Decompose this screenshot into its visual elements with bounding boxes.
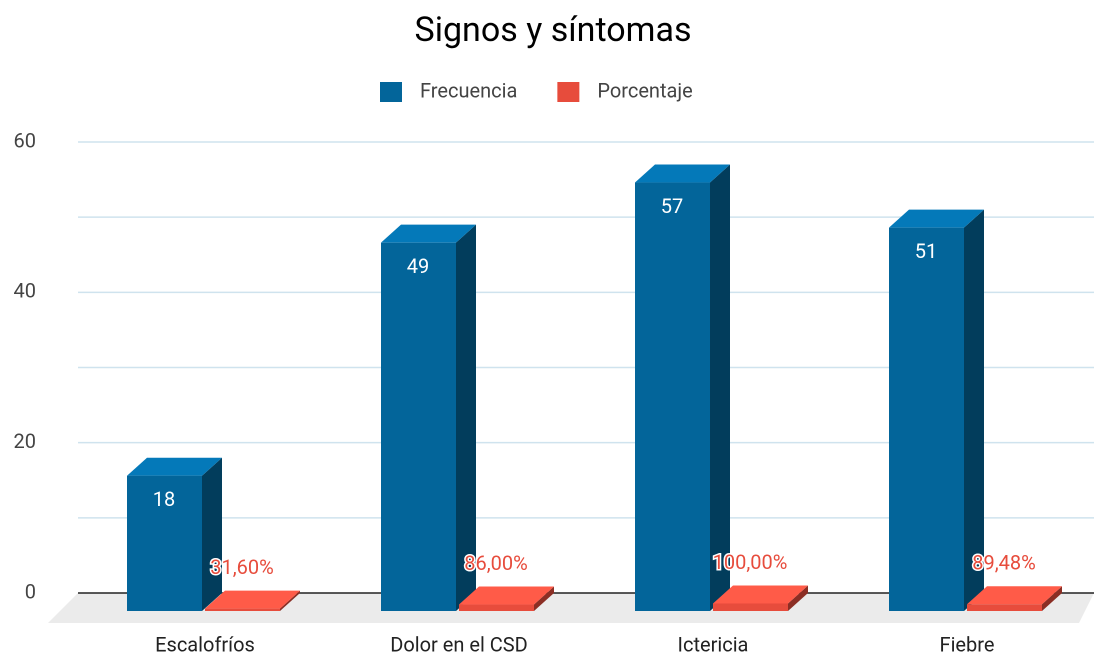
bar-top (713, 585, 808, 604)
chart-title: Signos y síntomas (415, 10, 692, 50)
bar-top (459, 586, 554, 605)
bar-front (713, 603, 788, 611)
bar-front (127, 475, 202, 611)
bar (205, 590, 300, 611)
legend-label: Porcentaje (597, 78, 692, 102)
bar-front (381, 242, 456, 611)
bar (127, 457, 222, 611)
data-label: 31,60% (210, 555, 274, 579)
bar (381, 224, 476, 611)
bar-top (967, 586, 1062, 605)
y-tick-label: 0 (25, 579, 36, 603)
floor (48, 593, 1094, 623)
bar-side (964, 209, 984, 611)
data-label: 100,00% (713, 550, 788, 574)
bar (713, 585, 808, 611)
bar-side (534, 586, 554, 611)
data-label: 57 (661, 194, 683, 218)
data-label: 18 (153, 487, 175, 511)
x-tick-label: Dolor en el CSD (390, 632, 528, 656)
legend-swatch (557, 82, 580, 102)
bar-top (381, 224, 476, 243)
bar-top (205, 590, 300, 609)
bar (889, 209, 984, 611)
bar-side (202, 457, 222, 611)
bar-front (967, 604, 1042, 611)
bar-top (889, 209, 984, 228)
bar-side (788, 585, 808, 611)
data-label: 51 (915, 239, 937, 263)
legend-label: Frecuencia (420, 78, 517, 102)
bar (635, 164, 730, 612)
legend-swatch (380, 82, 402, 102)
bar-front (205, 608, 280, 611)
bar (967, 586, 1062, 611)
bar-side (710, 164, 730, 612)
bar-front (635, 182, 710, 612)
x-tick-label: Escalofríos (155, 632, 255, 656)
x-tick-label: Fiebre (940, 632, 995, 656)
bar-front (459, 604, 534, 611)
y-tick-label: 60 (14, 128, 36, 152)
data-label: 89,48% (972, 551, 1036, 575)
data-label: 86,00% (464, 551, 528, 575)
bar (459, 586, 554, 611)
bar-side (456, 224, 476, 611)
y-tick-label: 40 (14, 279, 36, 303)
bar-top (635, 164, 730, 183)
data-label: 49 (407, 254, 429, 278)
y-tick-label: 20 (14, 429, 36, 453)
bar-side (1042, 586, 1062, 611)
bar-side (280, 590, 300, 611)
x-tick-label: Ictericia (678, 632, 749, 656)
bar-front (889, 227, 964, 611)
bar-top (127, 457, 222, 476)
